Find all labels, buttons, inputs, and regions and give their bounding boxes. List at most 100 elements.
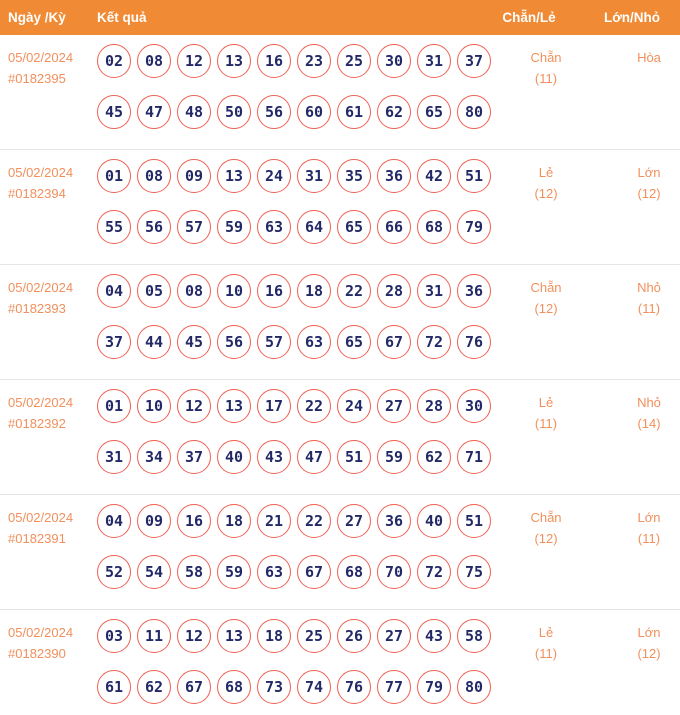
lottery-ball: 16 (257, 274, 291, 308)
result-numbers-cell: 01 10 12 13 17 22 24 27 28 30 31 34 37 40 43 47 51 59 62 71 (97, 389, 491, 474)
draw-date: 05/02/2024 (8, 280, 74, 295)
lottery-ball: 42 (417, 159, 451, 193)
lottery-ball: 27 (337, 504, 371, 538)
lottery-ball: 68 (417, 210, 451, 244)
even-odd-count: (12) (534, 301, 558, 316)
big-small-value: Lớn (637, 625, 661, 640)
lottery-ball: 57 (257, 325, 291, 359)
lottery-ball: 22 (337, 274, 371, 308)
lottery-ball: 79 (457, 210, 491, 244)
lottery-ball: 77 (377, 670, 411, 704)
lottery-ball: 68 (337, 555, 371, 589)
lottery-ball: 31 (417, 274, 451, 308)
lottery-ball: 72 (417, 555, 451, 589)
lottery-ball: 80 (457, 670, 491, 704)
big-small-count: (12) (637, 646, 661, 661)
result-row: 05/02/2024 #0182393 04 05 08 10 16 18 22 28 31 36 37… (0, 265, 680, 380)
result-row: 05/02/2024 #0182395 02 08 12 13 16 23 25 30 31 37 45… (0, 35, 680, 150)
lottery-ball: 62 (417, 440, 451, 474)
lottery-ball: 18 (257, 619, 291, 653)
lottery-ball: 56 (217, 325, 251, 359)
even-odd-count: (11) (534, 646, 558, 661)
lottery-ball: 40 (417, 504, 451, 538)
big-small-count: (12) (637, 186, 661, 201)
lottery-ball: 08 (137, 159, 171, 193)
big-small-count: (14) (637, 416, 661, 431)
even-odd-value: Chẵn (530, 510, 562, 525)
lottery-ball: 10 (217, 274, 251, 308)
draw-date: 05/02/2024 (8, 50, 74, 65)
draw-id: #0182391 (8, 531, 66, 546)
lottery-ball: 67 (177, 670, 211, 704)
even-odd-count: (11) (534, 71, 558, 86)
lottery-ball: 45 (97, 95, 131, 129)
result-row: 05/02/2024 #0182394 01 08 09 13 24 31 35 36 42 51 55… (0, 150, 680, 265)
even-odd-count: (12) (534, 186, 558, 201)
lottery-ball: 65 (337, 325, 371, 359)
ball-line: 04 09 16 18 21 22 27 36 40 51 (97, 504, 491, 538)
lottery-ball: 10 (137, 389, 171, 423)
lottery-ball: 12 (177, 389, 211, 423)
even-odd-value: Lẻ (538, 165, 554, 180)
lottery-ball: 30 (377, 44, 411, 78)
even-odd-cell: Lẻ (11) (491, 619, 601, 704)
lottery-ball: 02 (97, 44, 131, 78)
draw-id: #0182394 (8, 186, 66, 201)
lottery-ball: 58 (177, 555, 211, 589)
big-small-value: Nhỏ (637, 280, 661, 295)
lottery-ball: 72 (417, 325, 451, 359)
lottery-ball: 63 (257, 210, 291, 244)
lottery-ball: 59 (217, 555, 251, 589)
lottery-ball: 04 (97, 504, 131, 538)
lottery-ball: 31 (297, 159, 331, 193)
lottery-ball: 31 (417, 44, 451, 78)
result-row: 05/02/2024 #0182391 04 09 16 18 21 22 27 36 40 51 52… (0, 495, 680, 610)
results-table-header: Ngày /Kỳ Kết quả Chẵn/Lẻ Lớn/Nhỏ (0, 0, 680, 35)
column-header-result: Kết quả (97, 10, 147, 25)
lottery-ball: 37 (177, 440, 211, 474)
big-small-count: (11) (637, 531, 661, 546)
ball-line: 01 08 09 13 24 31 35 36 42 51 (97, 159, 491, 193)
lottery-ball: 61 (97, 670, 131, 704)
ball-line: 52 54 58 59 63 67 68 70 72 75 (97, 555, 491, 589)
lottery-ball: 05 (137, 274, 171, 308)
lottery-ball: 76 (457, 325, 491, 359)
lottery-ball: 09 (177, 159, 211, 193)
lottery-ball: 18 (297, 274, 331, 308)
lottery-ball: 13 (217, 159, 251, 193)
ball-line: 31 34 37 40 43 47 51 59 62 71 (97, 440, 491, 474)
result-row: 05/02/2024 #0182390 03 11 12 13 18 25 26 27 43 58 61… (0, 610, 680, 715)
result-row: 05/02/2024 #0182392 01 10 12 13 17 22 24 27 28 30 31… (0, 380, 680, 495)
lottery-ball: 70 (377, 555, 411, 589)
lottery-ball: 47 (297, 440, 331, 474)
lottery-ball: 22 (297, 504, 331, 538)
lottery-ball: 40 (217, 440, 251, 474)
lottery-ball: 79 (417, 670, 451, 704)
lottery-ball: 13 (217, 619, 251, 653)
lottery-ball: 22 (297, 389, 331, 423)
lottery-ball: 23 (297, 44, 331, 78)
lottery-ball: 65 (417, 95, 451, 129)
lottery-ball: 13 (217, 44, 251, 78)
lottery-ball: 11 (137, 619, 171, 653)
lottery-ball: 62 (137, 670, 171, 704)
lottery-ball: 60 (297, 95, 331, 129)
lottery-ball: 09 (137, 504, 171, 538)
lottery-ball: 71 (457, 440, 491, 474)
even-odd-cell: Chẵn (12) (491, 274, 601, 359)
lottery-ball: 16 (177, 504, 211, 538)
result-numbers-cell: 02 08 12 13 16 23 25 30 31 37 45 47 48 50 56 60 61 62 65 80 (97, 44, 491, 129)
big-small-value: Hòa (637, 50, 661, 65)
lottery-ball: 51 (457, 504, 491, 538)
even-odd-cell: Lẻ (12) (491, 159, 601, 244)
lottery-ball: 31 (97, 440, 131, 474)
lottery-ball: 58 (457, 619, 491, 653)
lottery-ball: 25 (337, 44, 371, 78)
draw-id: #0182393 (8, 301, 66, 316)
lottery-ball: 37 (457, 44, 491, 78)
lottery-ball: 08 (137, 44, 171, 78)
even-odd-value: Lẻ (538, 395, 554, 410)
lottery-ball: 26 (337, 619, 371, 653)
lottery-ball: 55 (97, 210, 131, 244)
lottery-ball: 43 (257, 440, 291, 474)
